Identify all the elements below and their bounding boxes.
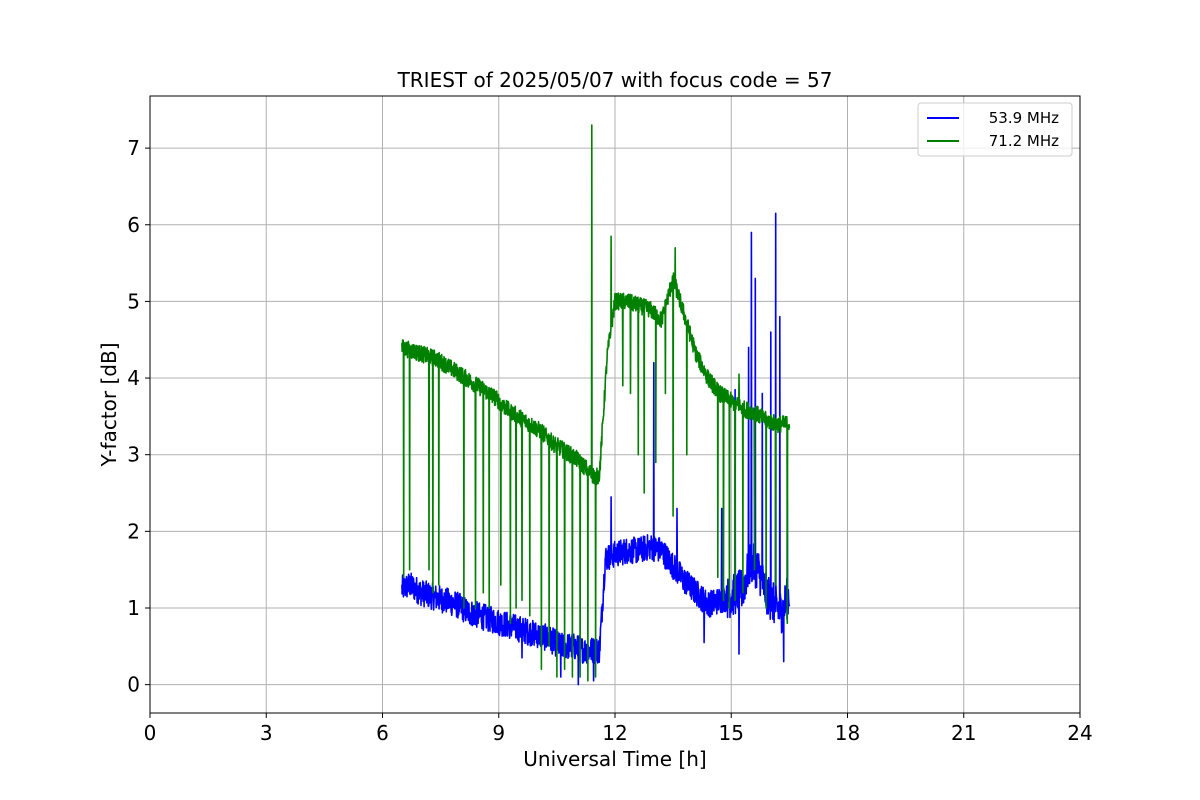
y-tick-label: 1 — [127, 596, 140, 620]
x-tick-label: 12 — [602, 721, 627, 745]
y-tick-label: 0 — [127, 673, 140, 697]
x-tick-label: 21 — [951, 721, 976, 745]
series-layer — [401, 124, 791, 686]
x-tick-label: 18 — [835, 721, 860, 745]
x-axis-title: Universal Time [h] — [523, 747, 706, 771]
legend-label: 71.2 MHz — [989, 132, 1059, 150]
y-tick-label: 4 — [127, 366, 140, 390]
legend-box — [917, 102, 1073, 157]
x-tick-label: 24 — [1067, 721, 1092, 745]
legend-label: 53.9 MHz — [989, 109, 1059, 127]
x-tick-label: 6 — [376, 721, 389, 745]
x-tick-label: 0 — [144, 721, 157, 745]
y-tick-label: 3 — [127, 443, 140, 467]
x-tick-label: 9 — [492, 721, 505, 745]
x-tick-label: 3 — [260, 721, 273, 745]
y-tick-label: 7 — [127, 136, 140, 160]
y-tick-label: 6 — [127, 213, 140, 237]
legend: 53.9 MHz 71.2 MHz — [917, 102, 1073, 157]
y-axis-title: Y-factor [dB] — [97, 342, 121, 467]
series-line — [401, 124, 791, 682]
y-tick-label: 5 — [127, 289, 140, 313]
chart-title: TRIEST of 2025/05/07 with focus code = 5… — [397, 68, 833, 92]
y-tick-label: 2 — [127, 519, 140, 543]
x-tick-label: 15 — [719, 721, 744, 745]
